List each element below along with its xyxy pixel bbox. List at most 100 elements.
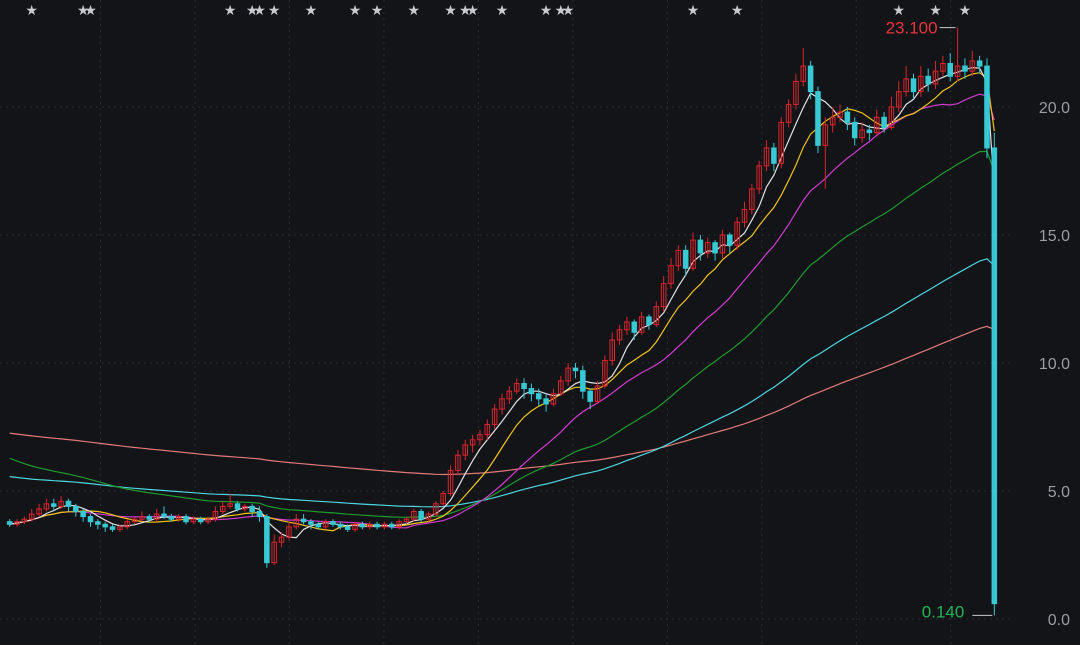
candle-body — [234, 503, 241, 510]
candle — [513, 378, 520, 394]
candle — [690, 232, 696, 271]
candle — [778, 117, 785, 169]
candle-body — [124, 521, 131, 528]
star-marker: ★ — [253, 3, 266, 19]
candle — [366, 521, 373, 530]
candle-body — [131, 518, 138, 523]
candle — [837, 104, 843, 123]
candle — [550, 388, 557, 407]
star-marker: ★ — [540, 3, 553, 19]
candle-body — [80, 510, 86, 518]
star-marker: ★ — [496, 3, 509, 19]
candle-body — [535, 393, 542, 400]
candle-body — [14, 521, 20, 525]
candle — [168, 514, 175, 522]
candle — [851, 117, 858, 146]
star-marker: ★ — [929, 3, 942, 19]
candle — [704, 237, 711, 259]
candle-body — [455, 454, 461, 472]
candle-body — [366, 523, 373, 528]
candle-body — [844, 111, 851, 123]
candle — [793, 73, 799, 110]
candle — [433, 501, 439, 517]
candle — [139, 511, 145, 522]
star-marker: ★ — [371, 3, 384, 19]
candle — [756, 160, 762, 195]
candle-body — [903, 78, 909, 93]
candle-body — [807, 65, 814, 93]
candle — [21, 516, 28, 525]
candle-body — [837, 111, 843, 118]
candle — [535, 388, 542, 407]
candle-body — [932, 70, 939, 85]
ma120-line — [9, 258, 995, 508]
candle-body — [859, 129, 865, 139]
candle — [374, 521, 380, 530]
candle-body — [153, 513, 160, 520]
candle — [646, 314, 652, 330]
candle-body — [102, 523, 108, 528]
candle — [175, 514, 182, 522]
candle — [197, 516, 204, 525]
candle-body — [668, 265, 674, 285]
candle — [117, 524, 123, 532]
candle — [359, 521, 366, 530]
candle — [153, 508, 160, 522]
candle-body — [469, 439, 476, 446]
candle-body — [690, 239, 696, 269]
candle-body — [506, 390, 513, 400]
candle — [587, 388, 593, 410]
candle — [146, 514, 153, 522]
candle — [947, 53, 954, 82]
candle — [910, 73, 917, 100]
candle-body — [800, 65, 807, 82]
candle — [418, 508, 424, 522]
candle — [881, 112, 887, 133]
candle — [455, 450, 461, 476]
candle — [771, 142, 777, 171]
star-marker: ★ — [459, 3, 472, 19]
candle — [719, 229, 726, 259]
candle — [484, 419, 491, 440]
candle-body — [462, 444, 469, 456]
candle-body — [543, 398, 549, 405]
candle-body — [954, 65, 961, 77]
candle — [109, 524, 116, 532]
candle — [322, 519, 329, 530]
candle-body — [447, 470, 454, 495]
candle-body — [499, 398, 505, 410]
candle — [616, 324, 623, 346]
candle — [572, 363, 579, 379]
candle — [300, 514, 307, 525]
candle-body — [161, 513, 167, 518]
candle — [962, 58, 968, 79]
candle-body — [793, 80, 799, 105]
candle-body — [873, 116, 880, 134]
candle-body — [249, 505, 255, 512]
candle-body — [646, 316, 652, 326]
y-axis-labels: 0.0 5.0 10.0 15.0 20.0 — [1039, 100, 1070, 629]
candle — [822, 117, 829, 189]
candle-body — [374, 523, 380, 528]
candle-body — [580, 370, 586, 392]
y-tick-label: 0.0 — [1048, 612, 1070, 629]
candle — [330, 519, 336, 527]
candle-body — [43, 503, 50, 510]
star-marker: ★ — [268, 3, 281, 19]
candle — [829, 107, 836, 133]
candle-body — [168, 516, 175, 520]
candle-body — [271, 541, 277, 564]
candle-body — [322, 521, 329, 528]
candle-body — [778, 121, 785, 164]
candle-body — [528, 388, 535, 395]
candle-body — [947, 62, 954, 77]
candle-body — [771, 147, 777, 164]
candle-body — [682, 249, 689, 269]
candle-body — [969, 60, 976, 72]
candle-body — [175, 516, 182, 520]
candle — [991, 132, 998, 616]
candle — [102, 521, 108, 532]
candle-body — [50, 503, 57, 507]
candle — [624, 316, 630, 335]
candle — [697, 235, 704, 261]
